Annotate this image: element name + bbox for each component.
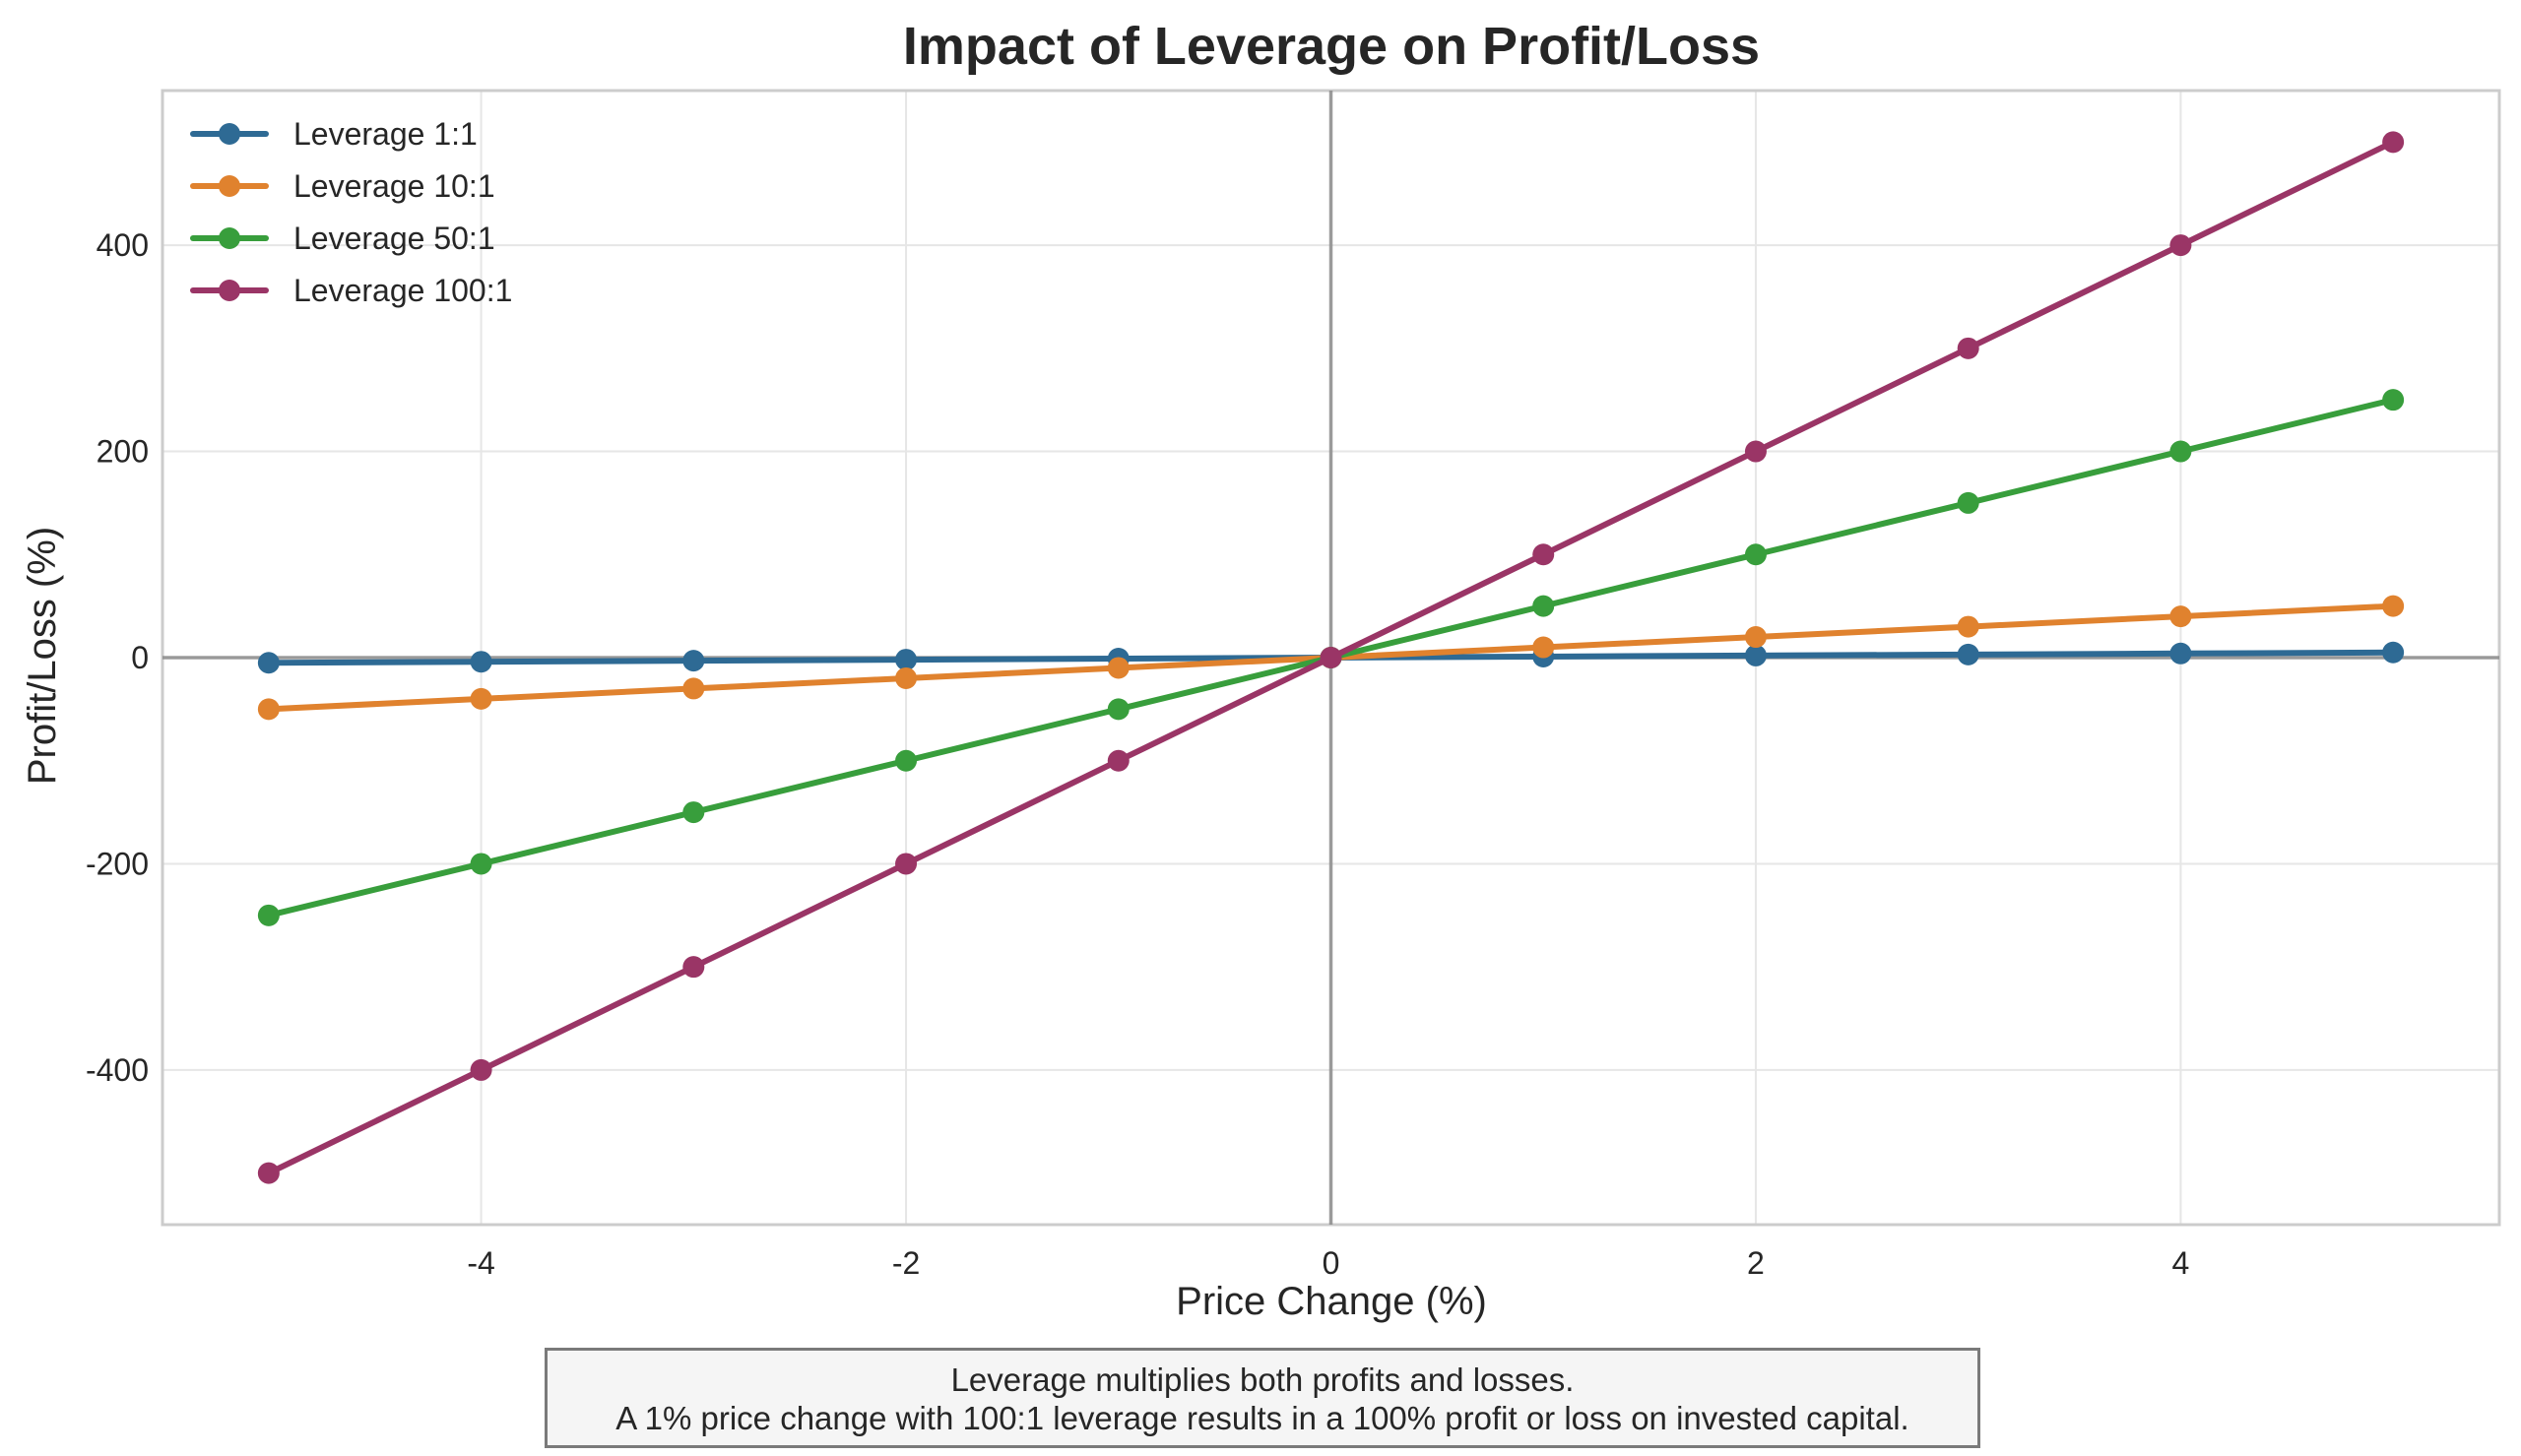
data-point — [1320, 647, 1342, 668]
data-point — [895, 666, 918, 689]
data-point — [682, 677, 705, 700]
data-point — [257, 698, 280, 721]
data-point — [470, 1058, 492, 1081]
y-tick-label: 200 — [97, 434, 149, 470]
data-point — [2382, 641, 2405, 664]
data-point — [2382, 595, 2405, 617]
data-point — [895, 649, 918, 671]
legend-marker — [219, 280, 240, 301]
data-point — [1744, 440, 1767, 463]
data-point — [682, 801, 705, 824]
legend-marker — [219, 175, 240, 197]
legend-label: Leverage 50:1 — [293, 221, 495, 256]
data-point — [895, 853, 918, 875]
data-point — [1744, 644, 1767, 666]
y-tick-label: 400 — [97, 227, 149, 263]
data-point — [895, 749, 918, 772]
chart-title: Impact of Leverage on Profit/Loss — [903, 17, 1760, 76]
data-point — [2169, 642, 2192, 665]
data-point — [1532, 595, 1555, 617]
data-point — [1744, 626, 1767, 649]
y-tick-label: -400 — [86, 1052, 149, 1088]
data-point — [1957, 337, 1979, 359]
x-tick-label: -2 — [892, 1245, 920, 1281]
x-axis-label: Price Change (%) — [1176, 1280, 1487, 1323]
data-point — [2169, 440, 2192, 463]
data-point — [1107, 749, 1130, 772]
legend-entry: Leverage 10:1 — [190, 168, 495, 204]
series-4 — [257, 131, 2405, 1184]
data-point — [682, 956, 705, 979]
legend-marker — [219, 123, 240, 145]
data-point — [470, 651, 492, 673]
x-tick-label: 0 — [1323, 1245, 1340, 1281]
tick-labels: -4 -2 0 2 4 -400 -200 0 200 400 — [86, 227, 2189, 1281]
data-point — [470, 853, 492, 875]
series-lines — [257, 131, 2405, 1184]
legend: Leverage 1:1 Leverage 10:1 Leverage 50:1 Le… — [190, 116, 512, 308]
annotation-line-1: Leverage multiplies both profits and los… — [950, 1361, 1575, 1398]
y-tick-label: -200 — [86, 846, 149, 881]
x-tick-label: 4 — [2172, 1245, 2190, 1281]
data-point — [1532, 543, 1555, 566]
data-point — [257, 1162, 280, 1184]
legend-marker — [219, 227, 240, 249]
data-point — [1957, 615, 1979, 638]
data-point — [1957, 491, 1979, 514]
x-tick-label: -4 — [467, 1245, 494, 1281]
data-point — [2382, 131, 2405, 154]
data-point — [1744, 543, 1767, 566]
y-axis-label: Profit/Loss (%) — [21, 527, 64, 785]
legend-label: Leverage 1:1 — [293, 116, 478, 152]
y-tick-label: 0 — [131, 640, 149, 675]
data-point — [1532, 636, 1555, 659]
legend-label: Leverage 10:1 — [293, 168, 495, 204]
data-point — [470, 687, 492, 710]
data-point — [1957, 643, 1979, 665]
data-point — [1107, 698, 1130, 721]
data-point — [2169, 605, 2192, 628]
data-point — [257, 652, 280, 674]
legend-entry: Leverage 50:1 — [190, 221, 495, 256]
x-tick-label: 2 — [1747, 1245, 1765, 1281]
annotation-box: Leverage multiplies both profits and los… — [545, 1348, 1980, 1448]
data-point — [2169, 234, 2192, 257]
data-point — [257, 904, 280, 926]
data-point — [1107, 657, 1130, 679]
annotation-line-2: A 1% price change with 100:1 leverage re… — [615, 1400, 1909, 1436]
legend-entry: Leverage 100:1 — [190, 273, 512, 308]
legend-label: Leverage 100:1 — [293, 273, 512, 308]
data-point — [682, 650, 705, 672]
data-point — [2382, 389, 2405, 411]
legend-entry: Leverage 1:1 — [190, 116, 478, 152]
